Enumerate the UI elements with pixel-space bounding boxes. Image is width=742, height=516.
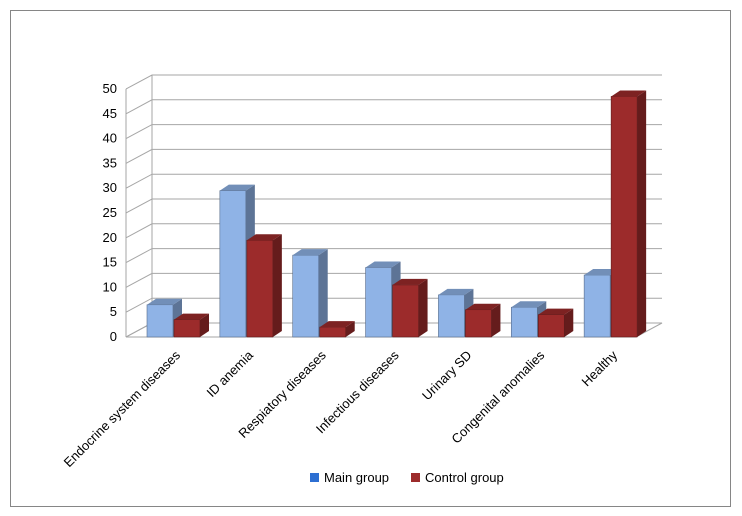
bar-top [219,184,255,191]
y-tick-label: 10 [103,279,117,294]
bar-top [174,313,209,320]
bar-top [511,301,547,308]
bar-front [319,326,347,338]
y-tick-label: 20 [103,230,117,245]
bar-top [246,234,282,241]
x-tick-label: Endocrine system diseases [61,347,184,470]
bar-control-group [465,303,501,338]
bar-top [584,269,620,275]
gridline [125,223,662,239]
gridline [125,99,662,115]
bar-main-group [292,249,328,338]
bar-side [564,308,574,337]
y-tick-label: 25 [103,205,117,220]
legend-label: Main group [324,470,389,485]
bar-side [637,90,647,337]
y-tick-label: 5 [110,304,117,319]
bar-side [418,278,428,337]
bar-top [392,278,428,285]
bar-control-group [610,90,647,338]
bar-front [438,294,465,338]
legend-swatch [411,473,420,482]
bar-control-group [246,234,282,338]
bar-top [319,321,355,328]
bar-side [345,321,355,337]
x-tick-label: Healthy [578,347,620,389]
y-axis-ticks: 0 5 10 15 20 25 30 35 40 45 50 [103,81,117,344]
y-tick-label: 0 [110,329,117,344]
bar-side [318,249,328,337]
y-tick-label: 30 [103,180,117,195]
bar-side [272,234,282,337]
bar-front [173,319,201,338]
gridline [125,198,662,214]
bars [146,90,647,338]
bar-top [438,288,474,295]
bar-top [611,90,647,97]
gridlines [125,74,662,338]
bar-front [219,190,247,338]
bar-control-group [319,321,355,338]
bar-front [246,239,274,338]
bar-front [537,314,565,338]
bar-side [491,303,501,337]
bar-control-group [537,308,574,338]
y-tick-label: 40 [103,131,117,146]
bar-front [392,284,419,338]
legend-label: Control group [425,470,504,485]
x-tick-label: Urinary SD [419,348,475,404]
gridline [125,124,662,140]
bar-front [292,254,320,338]
gridline [125,173,662,189]
x-tick-label: ID anemia [203,347,256,400]
bar-top [538,308,574,315]
bar-front [583,274,611,338]
gridline [125,272,662,288]
bar-top [365,261,401,268]
bar-front [365,267,392,338]
bar-front [465,309,492,338]
bar-front [146,304,174,338]
gridline [125,74,662,90]
bar-front [610,96,638,338]
chart-frame [10,10,731,507]
x-axis-labels: Endocrine system diseases ID anemiaRespia… [61,347,621,470]
gridline [125,297,662,313]
bar-control-group [173,313,209,338]
y-tick-label: 35 [103,155,117,170]
bar-side [200,313,209,337]
y-tick-label: 45 [103,106,117,121]
legend: Main group Control group [310,470,504,485]
bar-control-group [392,278,428,338]
bar-top [465,303,501,310]
gridline [125,248,662,264]
bar-top [292,249,328,256]
y-tick-label: 50 [103,81,117,96]
y-tick-label: 15 [103,255,117,270]
legend-swatch [310,473,319,482]
bar-top [147,298,182,305]
gridline [125,148,662,164]
bar-front [510,306,538,338]
